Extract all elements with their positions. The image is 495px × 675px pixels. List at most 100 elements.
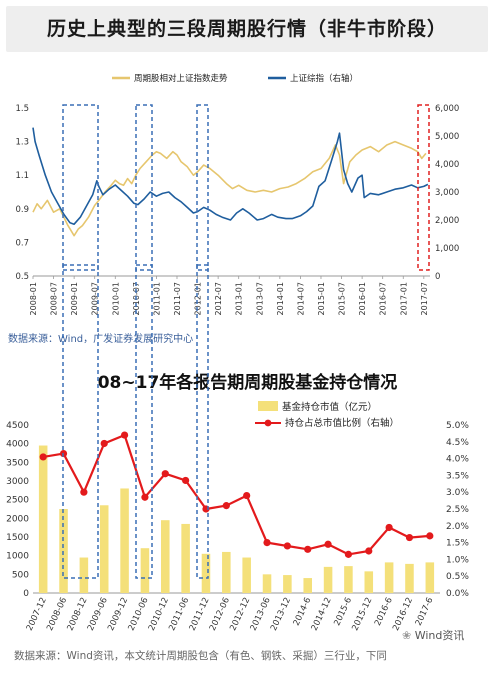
bottom-x-tick-label: 2012-12 (228, 596, 252, 632)
top-x-tick-label: 2011-01 (152, 282, 161, 315)
ratio-point (263, 539, 271, 547)
highlight-box-2 (135, 104, 153, 271)
top-x-tick-label: 2015-01 (317, 282, 326, 315)
bar (201, 553, 211, 593)
top-legend: 周期股相对上证指数走势 上证综指（右轴） (112, 73, 358, 84)
bar (303, 578, 312, 593)
top-x-tick-label: 2016-07 (379, 282, 388, 315)
top-x-tick-label: 2008-07 (50, 282, 59, 315)
top-left-tick-label: 0.9 (15, 205, 29, 215)
bottom-x-tick-label: 2014-12 (310, 596, 334, 632)
top-x-tick-label: 2013-01 (235, 282, 244, 315)
bar (384, 562, 394, 593)
bottom-ratio-line (39, 431, 434, 558)
ratio-point (182, 476, 190, 485)
highlight-box-4 (417, 104, 430, 271)
top-x-tick-label: 2011-07 (173, 282, 182, 315)
bar (242, 557, 251, 593)
legend-swatch-bar (258, 401, 278, 411)
legend-label-index: 上证综指（右轴） (290, 73, 358, 84)
ratio-point (243, 491, 251, 500)
bar (161, 520, 170, 593)
wind-watermark: ❀ Wind资讯 (402, 627, 464, 643)
top-left-tick-label: 1.1 (15, 171, 29, 181)
top-right-tick-label: 3,000 (435, 188, 459, 198)
bottom-right-tick-label: 3.5% (446, 471, 469, 481)
highlight-box-3 (196, 104, 209, 271)
bottom-right-tick-label: 1.0% (446, 555, 469, 565)
ratio-point (100, 439, 108, 448)
ratio-line (43, 433, 430, 556)
top-lines (32, 127, 429, 237)
top-right-tick-label: 2,000 (435, 216, 459, 226)
bar (38, 445, 48, 593)
top-axes: 1.5 1.3 1.1 0.9 0.7 0.5 6,000 5,000 4,000 3,000 2,… (15, 104, 459, 315)
top-x-tick-label: 2012-01 (194, 282, 203, 315)
bottom-x-tick-label: 2008-06 (45, 596, 69, 632)
bar (283, 575, 292, 593)
bottom-left-tick-label: 1500 (6, 533, 29, 543)
bottom-x-tick-label: 2011-06 (167, 596, 191, 632)
bottom-right-tick-label: 4.0% (446, 455, 469, 465)
top-right-tick-label: 5,000 (435, 132, 459, 142)
bottom-x-tick-label: 2013-06 (249, 596, 273, 632)
series-line-relative (32, 140, 427, 237)
top-x-tick-label: 2017-01 (399, 282, 408, 315)
bottom-x-tick-label: 2008-12 (66, 596, 90, 632)
ratio-point (324, 540, 332, 548)
bottom-chart-source: 数据来源：Wind资讯，本文统计周期股包含（有色、钢铁、采掘）三行业，下同 (14, 650, 387, 662)
ratio-point (426, 532, 434, 540)
top-x-tick-label: 2008-01 (29, 282, 38, 315)
bottom-x-tick-label: 2014-6 (292, 596, 314, 628)
top-left-tick-label: 1.5 (15, 104, 29, 114)
bottom-right-tick-label: 4.5% (446, 438, 469, 448)
bottom-right-tick-label: 1.5% (446, 539, 469, 549)
ratio-point (365, 547, 373, 555)
top-left-tick-label: 1.3 (15, 138, 29, 148)
ratio-point (344, 550, 353, 558)
top-x-tick-label: 2009-07 (91, 282, 100, 315)
legend-label-bar: 基金持仓市值（亿元） (282, 401, 377, 413)
top-x-tick-label: 2014-01 (276, 282, 285, 315)
wechat-icon: ❀ (402, 629, 415, 642)
bar (79, 557, 89, 593)
bar (99, 505, 109, 593)
bottom-right-tick-label: 0.0% (446, 589, 469, 599)
top-right-tick-label: 6,000 (435, 104, 459, 114)
top-chart-source: 数据来源：Wind，广发证券发展研究中心 (8, 334, 194, 345)
series-line-index (32, 127, 429, 225)
bar (120, 488, 129, 593)
bottom-x-tick-label: 2011-12 (188, 596, 212, 632)
legend-swatch-dot (264, 419, 272, 427)
top-x-tick-label: 2009-01 (70, 282, 79, 315)
ratio-point (80, 488, 88, 496)
bottom-left-tick-label: 1000 (6, 552, 29, 562)
ratio-point (120, 431, 129, 439)
bottom-right-tick-label: 3.0% (446, 488, 469, 498)
bottom-bars (38, 445, 435, 593)
bottom-left-tick-label: 3500 (6, 458, 29, 468)
top-chart-title: 历史上典型的三段周期股行情（非牛市阶段） (46, 18, 447, 40)
bottom-chart-title: 08~17年各报告期周期股基金持仓情况 (97, 373, 398, 393)
bottom-right-tick-label: 0.5% (446, 572, 469, 582)
ratio-point (385, 523, 393, 532)
bottom-right-tick-label: 5.0% (446, 421, 469, 431)
bar (181, 523, 190, 593)
ratio-point (161, 470, 169, 478)
top-right-tick-label: 4,000 (435, 160, 459, 170)
bar (425, 562, 435, 593)
top-x-tick-label: 2014-07 (296, 282, 305, 315)
top-x-tick-label: 2015-07 (338, 282, 347, 315)
ratio-point (59, 449, 68, 458)
bottom-x-tick-label: 2010-12 (147, 596, 171, 632)
bar (364, 571, 374, 593)
bar (140, 548, 150, 593)
bar (323, 566, 333, 593)
top-x-tick-label: 2016-01 (358, 282, 367, 315)
top-chart-svg: 周期股相对上证指数走势 上证综指（右轴） 1.5 1.3 1.1 0.9 0.7 0.5 6,… (15, 73, 459, 315)
top-right-tick-label: 0 (435, 272, 440, 282)
top-x-tick-label: 2010-01 (111, 282, 120, 315)
bar (344, 566, 353, 593)
bottom-right-tick-label: 2.0% (446, 522, 469, 532)
ratio-point (405, 533, 414, 542)
